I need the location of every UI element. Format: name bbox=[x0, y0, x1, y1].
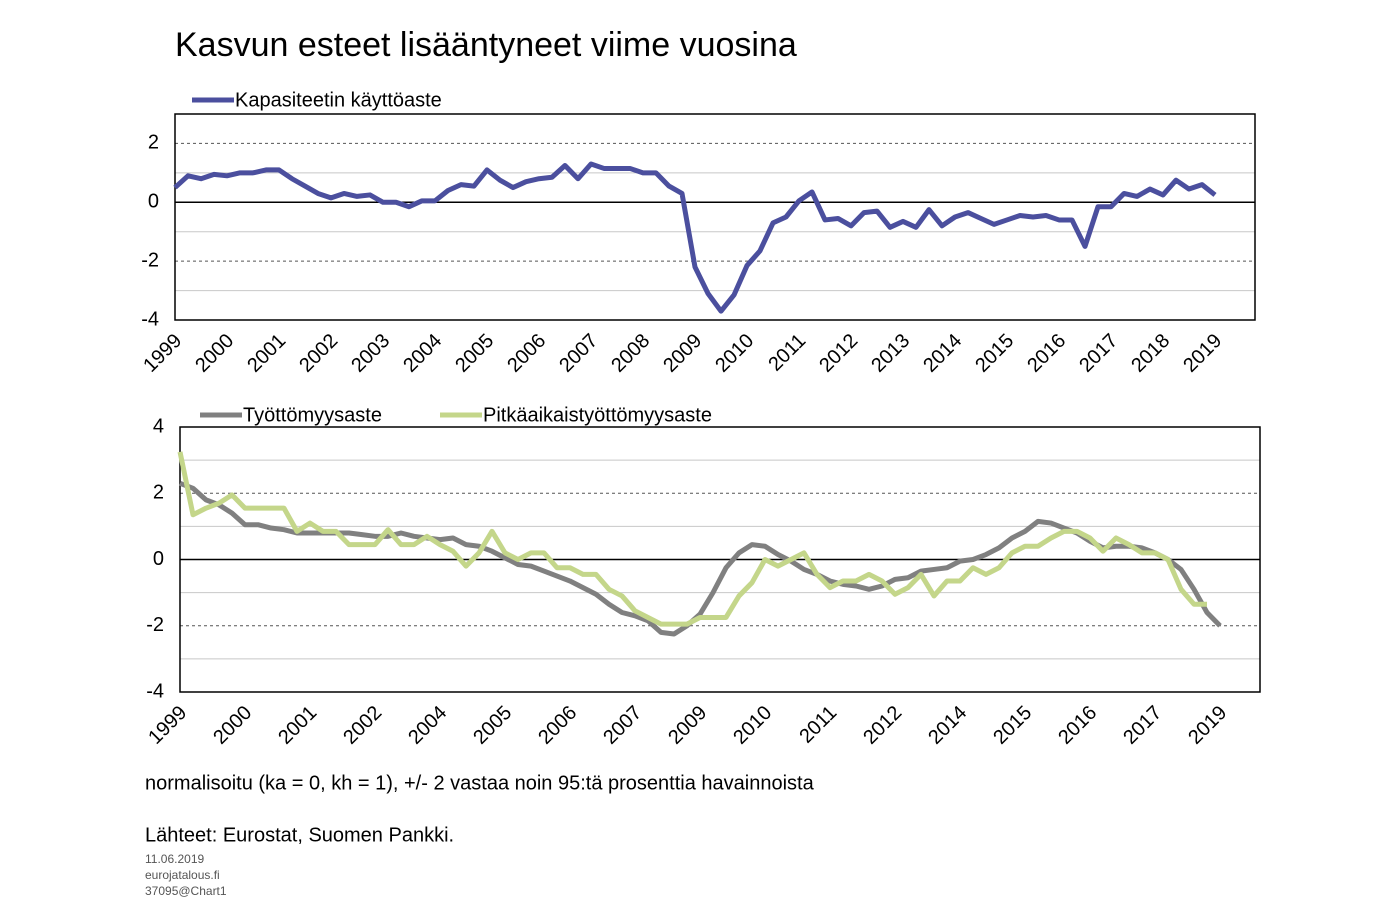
footer-date: 11.06.2019 bbox=[145, 852, 204, 866]
x-tick-label: 2012 bbox=[859, 702, 906, 749]
series-line bbox=[179, 480, 1222, 637]
y-tick-label: -2 bbox=[141, 249, 159, 271]
x-tick-label: 2016 bbox=[1054, 702, 1101, 749]
series-line bbox=[173, 161, 1217, 314]
x-tick-label: 2007 bbox=[555, 330, 602, 377]
x-tick-label: 2004 bbox=[399, 330, 446, 377]
y-tick-label: 0 bbox=[148, 191, 159, 213]
x-tick-label: 2007 bbox=[599, 702, 646, 749]
x-tick-label: 2011 bbox=[764, 330, 810, 376]
footer-code: 37095@Chart1 bbox=[145, 884, 227, 898]
x-tick-label: 2015 bbox=[971, 330, 1018, 377]
plot-frame bbox=[174, 113, 1256, 321]
x-tick-label: 2006 bbox=[503, 330, 550, 377]
y-tick-label: 2 bbox=[153, 482, 164, 504]
series-line bbox=[177, 451, 1207, 627]
legend-label: Pitkäaikaistyöttömyysaste bbox=[483, 404, 712, 426]
x-tick-label: 2011 bbox=[795, 702, 841, 748]
x-tick-label: 2000 bbox=[191, 330, 238, 377]
plot-frame bbox=[179, 426, 1261, 693]
footer-site: eurojatalous.fi bbox=[145, 868, 220, 882]
y-tick-label: 0 bbox=[153, 548, 164, 570]
x-tick-label: 2019 bbox=[1184, 702, 1231, 749]
x-tick-label: 2001 bbox=[243, 330, 290, 377]
y-tick-label: -2 bbox=[146, 614, 164, 636]
x-tick-label: 2005 bbox=[469, 702, 516, 749]
note: normalisoitu (ka = 0, kh = 1), +/- 2 vas… bbox=[145, 772, 815, 794]
y-tick-label: -4 bbox=[146, 680, 164, 702]
y-tick-label: 4 bbox=[153, 415, 164, 437]
y-tick-label: -4 bbox=[141, 308, 159, 330]
x-tick-label: 2017 bbox=[1119, 702, 1166, 749]
x-tick-label: 2006 bbox=[534, 702, 581, 749]
x-tick-label: 2013 bbox=[867, 330, 914, 377]
x-tick-label: 2002 bbox=[295, 330, 342, 377]
x-tick-label: 2003 bbox=[347, 330, 394, 377]
x-tick-label: 2018 bbox=[1127, 330, 1174, 377]
legend-label: Työttömyysaste bbox=[243, 404, 382, 426]
x-tick-label: 2016 bbox=[1023, 330, 1070, 377]
x-tick-label: 2017 bbox=[1075, 330, 1122, 377]
x-tick-label: 2012 bbox=[815, 330, 862, 377]
x-tick-label: 2002 bbox=[339, 702, 386, 749]
legend-label: Kapasiteetin käyttöaste bbox=[235, 89, 442, 111]
x-tick-label: 2014 bbox=[919, 330, 966, 377]
source: Lähteet: Eurostat, Suomen Pankki. bbox=[145, 824, 454, 846]
x-tick-label: 2014 bbox=[924, 702, 971, 749]
x-tick-label: 1999 bbox=[139, 330, 186, 377]
page-title: Kasvun esteet lisääntyneet viime vuosina bbox=[175, 26, 797, 64]
x-tick-label: 2008 bbox=[607, 330, 654, 377]
x-tick-label: 2019 bbox=[1179, 330, 1226, 377]
x-tick-label: 2010 bbox=[729, 702, 776, 749]
x-tick-label: 2001 bbox=[274, 702, 321, 749]
x-tick-label: 2005 bbox=[451, 330, 498, 377]
x-tick-label: 2009 bbox=[664, 702, 711, 749]
x-tick-label: 2015 bbox=[989, 702, 1036, 749]
x-tick-label: 1999 bbox=[144, 702, 191, 749]
x-tick-label: 2010 bbox=[711, 330, 758, 377]
x-tick-label: 2004 bbox=[404, 702, 451, 749]
x-tick-label: 2009 bbox=[659, 330, 706, 377]
y-tick-label: 2 bbox=[148, 132, 159, 154]
x-tick-label: 2000 bbox=[209, 702, 256, 749]
